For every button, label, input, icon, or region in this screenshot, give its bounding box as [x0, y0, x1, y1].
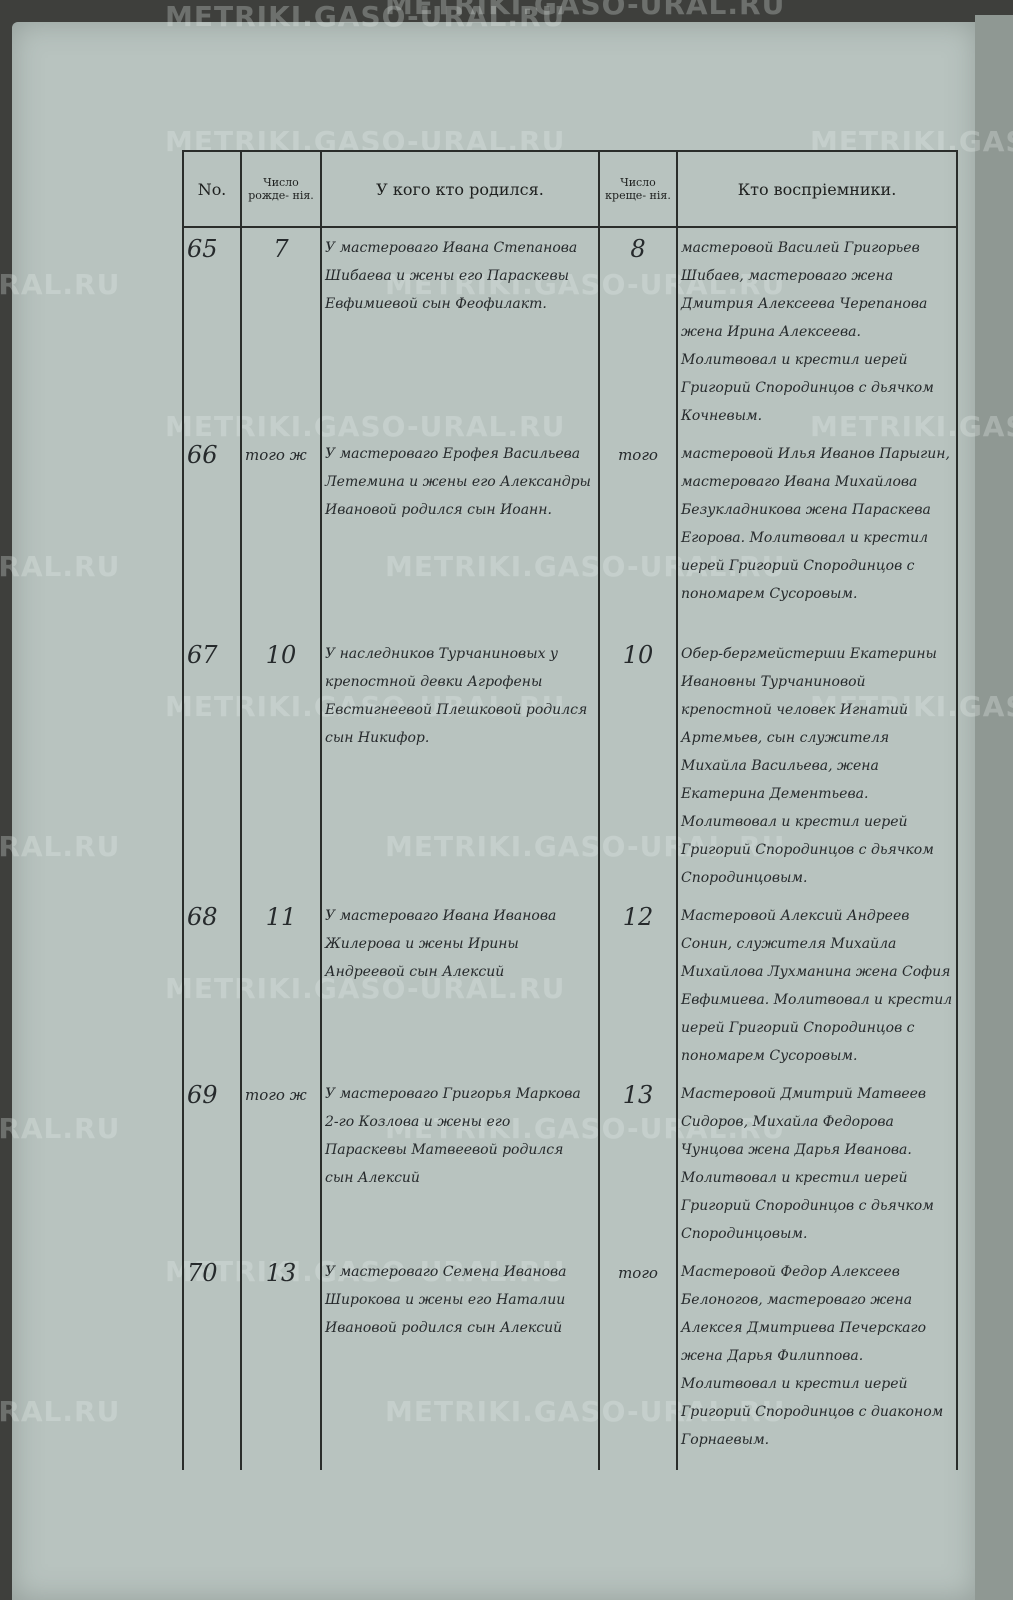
- entry-birth: 7: [240, 228, 320, 434]
- entry-godparents: Мастеровой Федор Алексеев Белоногов, мас…: [676, 1252, 956, 1470]
- binding-edge: [975, 15, 1013, 1600]
- entry-no: 70: [187, 1259, 218, 1287]
- table-row: 66 того ж У мастероваго Ерофея Васильева…: [184, 434, 956, 634]
- entry-no: 68: [187, 903, 218, 931]
- document-page: [12, 22, 977, 1600]
- entry-parents: У наследников Турчаниновых у крепостной …: [320, 634, 598, 896]
- header-parents: У кого кто родился.: [320, 152, 598, 226]
- header-row: No. Число рожде- нія. У кого кто родился…: [184, 152, 956, 228]
- header-birth-date: Число рожде- нія.: [240, 152, 320, 226]
- entry-baptism: 13: [598, 1074, 676, 1252]
- entry-birth: 11: [240, 896, 320, 1074]
- table-row: 67 10 У наследников Турчаниновых у крепо…: [184, 634, 956, 896]
- entry-baptism: того: [598, 434, 676, 634]
- entry-parents: У мастероваго Ивана Иванова Жилерова и ж…: [320, 896, 598, 1074]
- entry-no: 67: [187, 641, 218, 669]
- entry-godparents: мастеровой Василей Григорьев Шибаев, мас…: [676, 228, 956, 434]
- entry-parents: У мастероваго Семена Иванова Широкова и …: [320, 1252, 598, 1470]
- header-godparents: Кто воспріемники.: [676, 152, 956, 226]
- entry-godparents: Мастеровой Алексий Андреев Сонин, служит…: [676, 896, 956, 1074]
- entry-parents: У мастероваго Ивана Степанова Шибаева и …: [320, 228, 598, 434]
- entry-parents: У мастероваго Григорья Маркова 2-го Козл…: [320, 1074, 598, 1252]
- table-row: 70 13 У мастероваго Семена Иванова Широк…: [184, 1252, 956, 1470]
- entry-no: 65: [187, 235, 218, 263]
- entry-no: 66: [187, 441, 218, 469]
- entry-birth: того ж: [240, 1074, 320, 1252]
- entry-godparents: Мастеровой Дмитрий Матвеев Сидоров, Миха…: [676, 1074, 956, 1252]
- entry-baptism: того: [598, 1252, 676, 1470]
- entry-baptism: 12: [598, 896, 676, 1074]
- entry-baptism: 10: [598, 634, 676, 896]
- register-table: No. Число рожде- нія. У кого кто родился…: [182, 150, 958, 1470]
- entry-no: 69: [187, 1081, 218, 1109]
- entry-godparents: Обер-бергмейстерши Екатерины Ивановны Ту…: [676, 634, 956, 896]
- table-row: 68 11 У мастероваго Ивана Иванова Жилеро…: [184, 896, 956, 1074]
- table-row: 69 того ж У мастероваго Григорья Маркова…: [184, 1074, 956, 1252]
- entry-godparents: мастеровой Илья Иванов Парыгин, мастеров…: [676, 434, 956, 634]
- entry-parents: У мастероваго Ерофея Васильева Летемина …: [320, 434, 598, 634]
- header-baptism-date: Число креще- нія.: [598, 152, 676, 226]
- entry-birth: 13: [240, 1252, 320, 1470]
- table-row: 65 7 У мастероваго Ивана Степанова Шибае…: [184, 228, 956, 434]
- entry-birth: того ж: [240, 434, 320, 634]
- entry-baptism: 8: [598, 228, 676, 434]
- header-no: No.: [197, 179, 227, 199]
- entry-birth: 10: [240, 634, 320, 896]
- watermark: METRIKI.GASO-URAL.RU: [385, 0, 786, 21]
